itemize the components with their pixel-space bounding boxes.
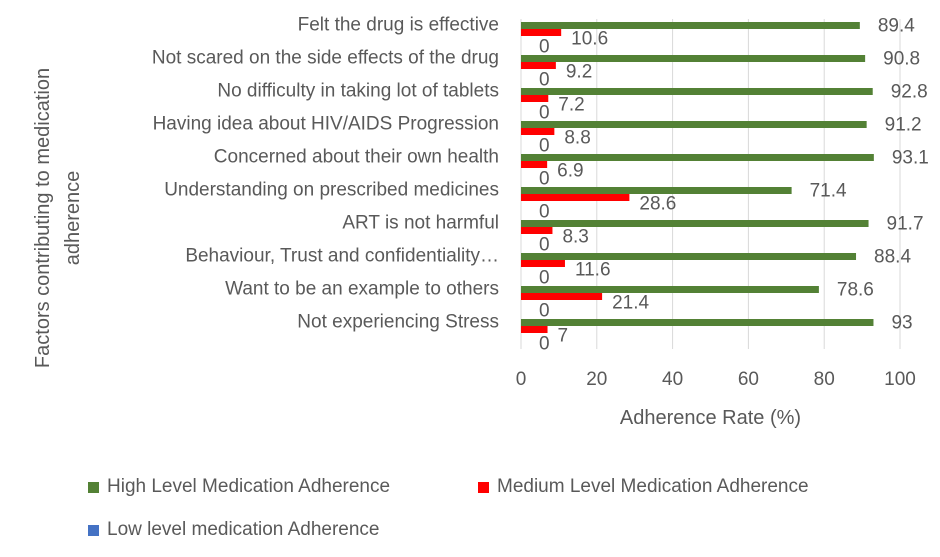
category-label: Not experiencing Stress (297, 312, 499, 333)
data-label-medium: 6.9 (557, 161, 583, 182)
y-axis-title-line: Factors contributing to medication (32, 68, 54, 368)
legend-label-low: Low level medication Adherence (107, 519, 380, 540)
x-tick-label: 40 (662, 369, 683, 390)
data-label-low: 0 (539, 37, 550, 58)
data-label-low: 0 (539, 268, 550, 289)
data-label-high: 93.1 (892, 148, 929, 169)
data-label-high: 78.6 (837, 280, 874, 301)
data-label-medium: 9.2 (566, 62, 592, 83)
data-label-low: 0 (539, 301, 550, 322)
legend-swatch-medium (478, 481, 489, 493)
bar-medium (521, 161, 548, 168)
bar-high (521, 154, 874, 161)
bar-medium (521, 293, 603, 300)
bar-high (521, 286, 819, 293)
bar-high (521, 55, 866, 62)
x-tick-label: 80 (814, 369, 835, 390)
bar-high (521, 319, 874, 326)
data-label-low: 0 (539, 70, 550, 91)
data-label-medium: 8.8 (564, 128, 590, 149)
data-label-medium: 10.6 (571, 29, 608, 50)
data-label-low: 0 (539, 136, 550, 157)
legend-label-high: High Level Medication Adherence (107, 476, 391, 497)
category-label: Want to be an example to others (225, 279, 499, 300)
legend-item-low: Low level medication Adherence (88, 519, 380, 541)
legend-label-medium: Medium Level Medication Adherence (497, 476, 809, 497)
data-label-medium: 7.2 (558, 95, 584, 116)
category-label: ART is not harmful (342, 213, 499, 234)
data-label-low: 0 (539, 169, 550, 190)
category-label: Not scared on the side effects of the dr… (152, 48, 499, 69)
bar-medium (521, 194, 630, 201)
data-label-medium: 11.6 (575, 260, 611, 281)
bar-medium (521, 95, 549, 102)
data-label-high: 91.7 (887, 214, 924, 235)
category-label: No difficulty in taking lot of tablets (217, 81, 499, 102)
x-tick-label: 0 (516, 369, 527, 390)
data-label-high: 88.4 (874, 247, 911, 268)
data-label-high: 91.2 (885, 115, 922, 136)
legend-swatch-high (88, 481, 99, 493)
bar-medium (521, 62, 556, 69)
category-label: Understanding on prescribed medicines (164, 180, 499, 201)
data-label-low: 0 (539, 235, 550, 256)
data-label-low: 0 (539, 202, 550, 223)
data-label-medium: 28.6 (639, 194, 676, 215)
x-axis-title: Adherence Rate (%) (620, 407, 801, 429)
legend-item-medium: Medium Level Medication Adherence (478, 476, 809, 498)
category-label: Having idea about HIV/AIDS Progression (153, 114, 499, 135)
legend-item-high: High Level Medication Adherence (88, 476, 390, 498)
y-axis-title: Factors contributing to medication adhere… (32, 68, 84, 368)
data-label-high: 93 (891, 313, 912, 334)
data-label-high: 90.8 (883, 49, 920, 70)
bar-high (521, 88, 873, 95)
data-label-medium: 7 (558, 326, 569, 347)
legend-swatch-low (88, 524, 99, 536)
category-label: Behaviour, Trust and confidentiality… (185, 246, 499, 267)
bar-high (521, 253, 857, 260)
data-label-high: 71.4 (810, 181, 847, 202)
category-label: Concerned about their own health (214, 147, 499, 168)
data-label-high: 92.8 (891, 82, 928, 103)
bar-medium (521, 29, 562, 36)
bar-high (521, 220, 869, 227)
x-tick-label: 100 (884, 369, 916, 390)
bar-medium (521, 326, 548, 333)
y-axis-title-line: adherence (62, 171, 84, 266)
bar-high (521, 121, 867, 128)
data-label-medium: 21.4 (612, 293, 649, 314)
bar-medium (521, 128, 555, 135)
bar-high (521, 187, 792, 194)
x-tick-label: 20 (586, 369, 607, 390)
data-label-medium: 8.3 (562, 227, 588, 248)
bar-medium (521, 260, 565, 267)
data-label-low: 0 (539, 103, 550, 124)
data-label-high: 89.4 (878, 16, 915, 37)
bar-high (521, 22, 860, 29)
data-label-low: 0 (539, 334, 550, 355)
bar-medium (521, 227, 553, 234)
x-tick-label: 60 (738, 369, 759, 390)
category-label: Felt the drug is effective (298, 15, 499, 36)
